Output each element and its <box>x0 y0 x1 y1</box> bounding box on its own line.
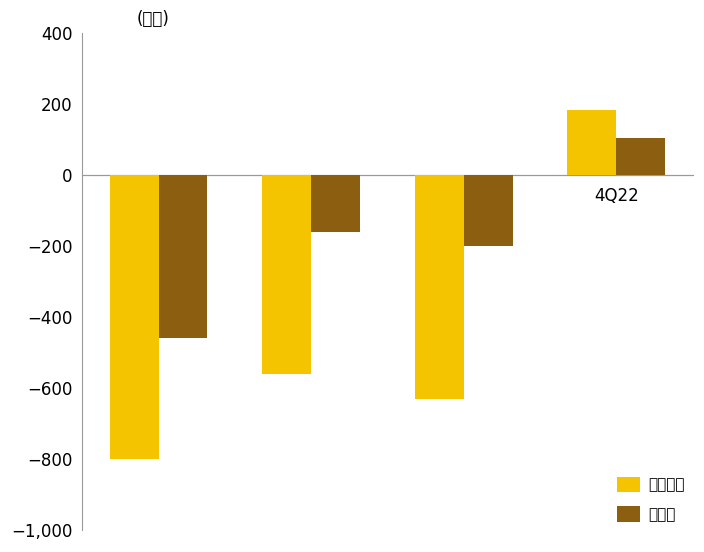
Bar <box>464 175 513 246</box>
Legend: 제주항공, 진에어: 제주항공, 진에어 <box>617 476 685 522</box>
Bar <box>616 138 665 175</box>
Bar <box>110 175 158 459</box>
Bar <box>263 175 311 374</box>
Bar <box>158 175 208 338</box>
Bar <box>415 175 464 399</box>
Bar <box>311 175 360 232</box>
Bar <box>567 110 616 175</box>
Text: (억원): (억원) <box>137 10 170 28</box>
